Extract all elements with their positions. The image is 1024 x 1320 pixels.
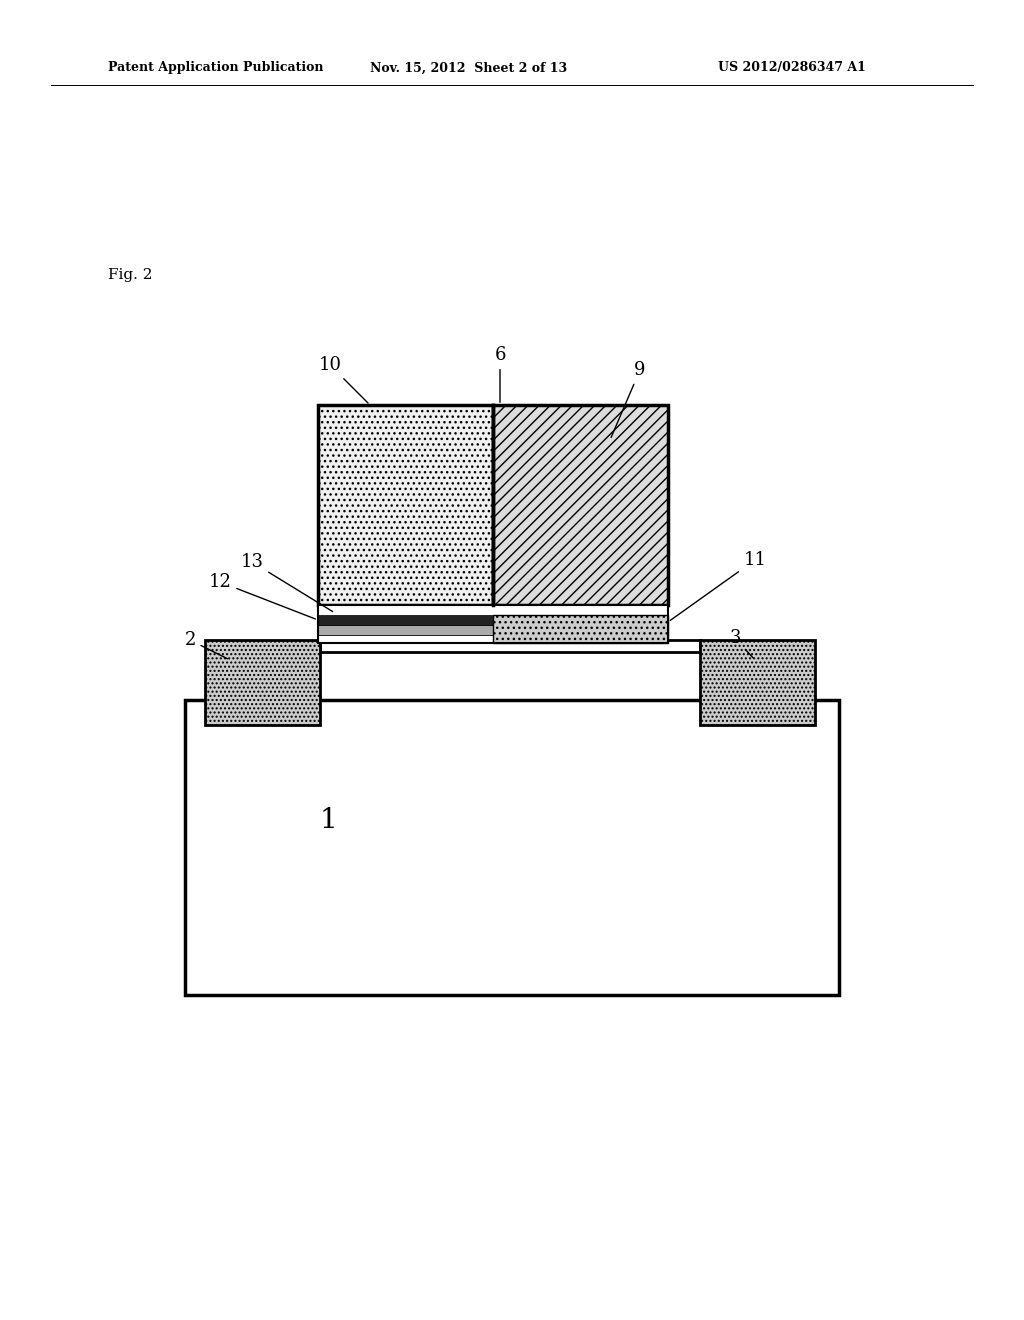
- Bar: [318, 615, 668, 624]
- Text: Nov. 15, 2012  Sheet 2 of 13: Nov. 15, 2012 Sheet 2 of 13: [370, 62, 567, 74]
- Bar: [318, 605, 668, 615]
- Text: US 2012/0286347 A1: US 2012/0286347 A1: [718, 62, 866, 74]
- Text: 12: 12: [209, 573, 315, 619]
- Bar: [205, 640, 319, 725]
- Text: 11: 11: [671, 550, 767, 620]
- Bar: [318, 605, 668, 643]
- Bar: [700, 640, 815, 725]
- Bar: [318, 405, 493, 605]
- Text: 1: 1: [319, 807, 338, 833]
- Bar: [493, 405, 668, 605]
- Bar: [493, 615, 668, 643]
- Text: 2: 2: [184, 631, 227, 659]
- Bar: [318, 635, 668, 643]
- Text: 10: 10: [318, 356, 368, 403]
- Text: 3: 3: [729, 630, 753, 657]
- Text: 9: 9: [611, 360, 646, 437]
- Bar: [318, 624, 668, 635]
- Text: Patent Application Publication: Patent Application Publication: [108, 62, 324, 74]
- Bar: [319, 640, 700, 652]
- Text: 13: 13: [241, 553, 333, 611]
- Bar: [185, 700, 839, 995]
- Text: Fig. 2: Fig. 2: [108, 268, 153, 282]
- Text: 6: 6: [495, 346, 506, 403]
